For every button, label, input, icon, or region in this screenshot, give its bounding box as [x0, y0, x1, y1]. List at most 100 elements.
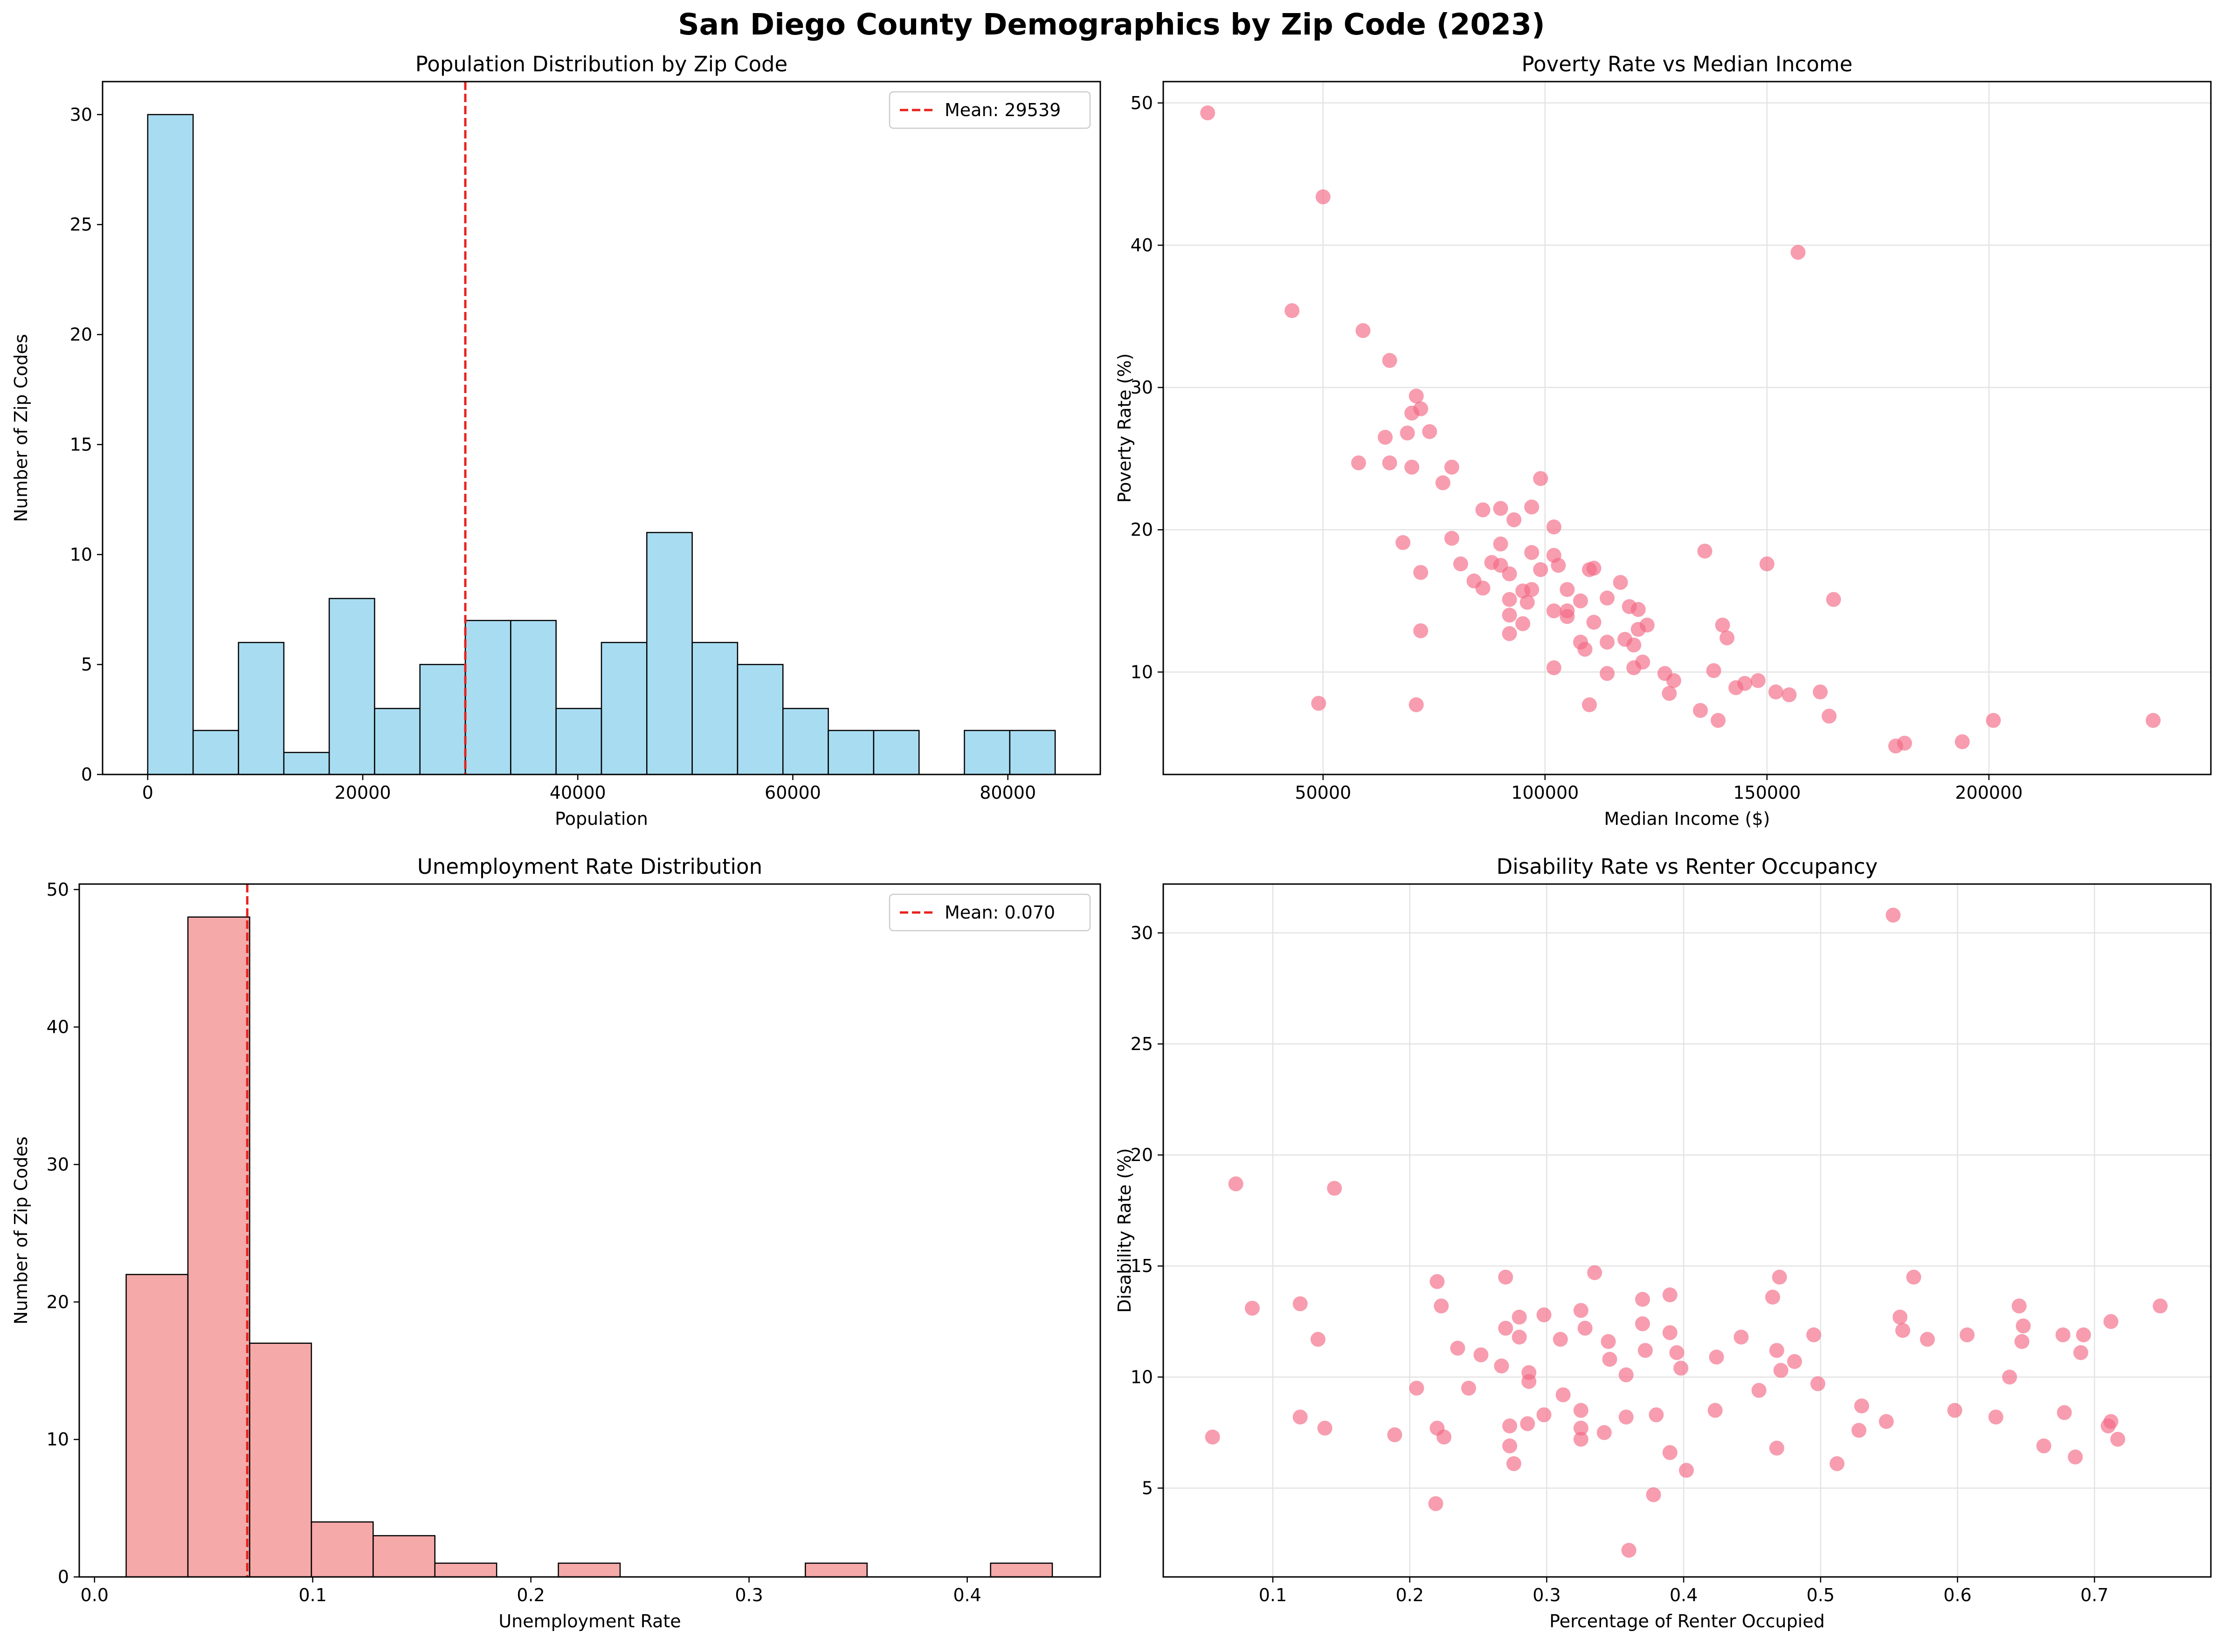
scatter-point: [1673, 1361, 1689, 1376]
scatter-point: [1626, 660, 1642, 676]
scatter-point: [1697, 543, 1712, 559]
scatter-point: [1582, 697, 1597, 712]
x-tick-label: 0.1: [298, 1585, 326, 1605]
histogram-bar: [373, 1535, 436, 1578]
x-tick-label: 40000: [550, 782, 606, 803]
scatter-point: [1200, 105, 1215, 121]
scatter-point: [1382, 455, 1397, 470]
y-tick-label: 10: [1131, 1367, 1153, 1387]
x-tick-label: 100000: [1511, 782, 1579, 803]
x-tick-label: 0.4: [1670, 1585, 1698, 1605]
scatter-point: [1600, 666, 1615, 681]
x-axis-label: Population: [555, 809, 648, 829]
y-tick-label: 40: [47, 1017, 69, 1037]
histogram-bar: [558, 1562, 621, 1578]
scatter-point: [1573, 1303, 1588, 1318]
scatter-point: [1751, 1382, 1767, 1398]
scatter-point: [1453, 556, 1468, 572]
histogram-bar: [283, 752, 330, 775]
scatter-point: [1506, 512, 1522, 527]
scatter-point: [1502, 626, 1517, 641]
legend-box: [889, 893, 1091, 932]
scatter-point: [1498, 1270, 1513, 1285]
y-axis-label: Number of Zip Codes: [11, 334, 31, 522]
scatter-point: [1988, 1410, 2003, 1425]
histogram-bar: [147, 114, 194, 775]
x-tick-label: 0: [142, 782, 153, 803]
histogram-bar: [192, 730, 239, 775]
scatter-point: [1351, 455, 1366, 470]
scatter-point: [1434, 1298, 1449, 1313]
scatter-point: [1315, 189, 1331, 205]
scatter-point: [1810, 1376, 1826, 1391]
panel-title: Disability Rate vs Renter Occupancy: [1497, 854, 1878, 879]
legend-label: Mean: 0.070: [945, 902, 1055, 923]
y-tick-label: 10: [47, 1429, 69, 1450]
axes-frame: [78, 883, 1101, 1578]
histogram-bar: [510, 620, 557, 775]
scatter-point: [1498, 1320, 1513, 1336]
histogram-bar: [691, 642, 739, 775]
scatter-point: [1395, 535, 1411, 550]
scatter-point: [1573, 593, 1588, 608]
axes-frame: [1162, 883, 2212, 1578]
panel-title: Poverty Rate vs Median Income: [1522, 52, 1853, 76]
scatter-point: [1573, 1420, 1588, 1436]
scatter-point: [1765, 1289, 1781, 1305]
scatter-point: [1292, 1410, 1308, 1425]
histogram-bar: [249, 1342, 312, 1578]
scatter-point: [1551, 558, 1566, 573]
scatter-point: [1553, 1332, 1568, 1347]
y-tick-label: 20: [1131, 519, 1153, 540]
scatter-point: [2057, 1405, 2072, 1420]
figure-title: San Diego County Demographics by Zip Cod…: [678, 7, 1545, 41]
x-tick-label: 0.4: [953, 1585, 981, 1605]
scatter-point: [1519, 594, 1535, 610]
scatter-point: [2146, 713, 2161, 728]
scatter-point: [1822, 708, 1837, 724]
y-tick-label: 30: [1131, 377, 1153, 398]
scatter-point: [1781, 687, 1797, 703]
scatter-point: [1986, 713, 2001, 728]
scatter-point: [1711, 713, 1726, 728]
y-tick-label: 30: [70, 104, 92, 125]
scatter-point: [1536, 1407, 1552, 1423]
scatter-point: [1635, 1292, 1650, 1307]
x-tick-label: 0.0: [81, 1585, 109, 1605]
scatter-point: [1769, 1440, 1784, 1456]
y-tick-label: 30: [47, 1154, 69, 1175]
scatter-point: [1292, 1296, 1308, 1312]
scatter-point: [1662, 1287, 1678, 1303]
scatter-point: [2014, 1334, 2030, 1349]
histogram-bar: [1009, 730, 1056, 775]
histogram-bar: [555, 708, 602, 775]
scatter-point: [1906, 1270, 1921, 1285]
scatter-point: [1630, 602, 1646, 617]
x-tick-label: 0.2: [517, 1585, 545, 1605]
scatter-point: [1577, 642, 1593, 657]
scatter-point: [2016, 1318, 2031, 1334]
scatter-point: [1596, 1425, 1612, 1440]
histogram-bar: [419, 664, 466, 775]
histogram-bar: [125, 1274, 189, 1578]
y-tick-label: 15: [70, 434, 92, 455]
panel-title: Population Distribution by Zip Code: [415, 52, 787, 76]
y-tick-label: 20: [1131, 1145, 1153, 1165]
scatter-point: [1790, 245, 1806, 260]
scatter-point: [1954, 734, 1970, 749]
x-axis-label: Percentage of Renter Occupied: [1549, 1611, 1825, 1631]
x-tick-label: 60000: [765, 782, 821, 803]
y-tick-label: 25: [1131, 1034, 1153, 1054]
scatter-point: [1895, 1323, 1911, 1338]
scatter-point: [1436, 1429, 1452, 1445]
y-tick-label: 10: [70, 544, 92, 565]
histogram-bar: [646, 532, 693, 775]
scatter-point: [2100, 1418, 2116, 1434]
scatter-point: [1851, 1423, 1867, 1438]
scatter-point: [1506, 1456, 1521, 1472]
y-tick-label: 40: [1131, 235, 1153, 256]
scatter-point: [1769, 1343, 1784, 1358]
scatter-point: [1475, 581, 1491, 596]
